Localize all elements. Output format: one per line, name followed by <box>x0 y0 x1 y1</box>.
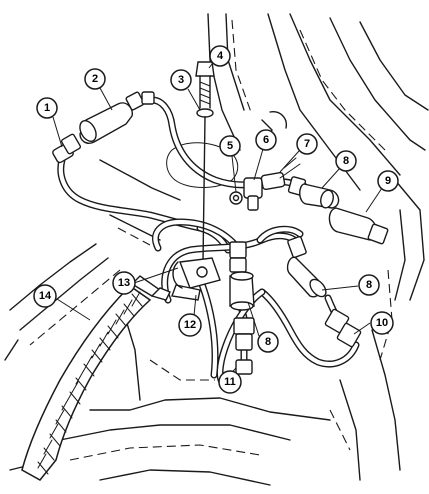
coupling-8-right <box>286 236 327 298</box>
callout-8-upper-label: 8 <box>343 155 349 167</box>
callout-14-label: 14 <box>39 290 52 302</box>
fitting-1 <box>52 133 82 164</box>
callout-6-label: 6 <box>263 134 269 146</box>
fitting-5 <box>229 191 243 205</box>
callout-7: 7 <box>296 133 318 155</box>
fitting-6 <box>243 177 263 211</box>
callout-7-label: 7 <box>304 138 310 150</box>
callout-13: 13 <box>112 271 136 295</box>
callout-5-label: 5 <box>227 140 233 152</box>
bolt-4 <box>195 61 215 109</box>
callout-1: 1 <box>36 97 58 119</box>
callout-4-label: 4 <box>217 50 224 62</box>
fitting-10 <box>324 308 362 348</box>
callout-12-label: 12 <box>184 319 196 331</box>
coupling-8-upper <box>287 176 340 209</box>
clamp-13 <box>172 261 183 289</box>
callout-10: 10 <box>370 311 394 335</box>
callout-12: 12 <box>178 313 202 337</box>
coupling-2 <box>79 91 155 144</box>
callout-14: 14 <box>33 284 57 308</box>
callout-3-label: 3 <box>178 74 184 86</box>
callout-3: 3 <box>170 69 192 91</box>
callout-8-center: 8 <box>257 331 279 353</box>
hose-lines <box>57 96 360 386</box>
callout-5: 5 <box>219 135 241 157</box>
callout-4: 4 <box>209 45 231 67</box>
callout-8-upper: 8 <box>335 150 357 172</box>
fittings <box>21 61 389 481</box>
coupling-9 <box>328 207 389 245</box>
callout-11: 11 <box>218 370 242 394</box>
braided-hose-14 <box>21 275 171 481</box>
callout-8-right-label: 8 <box>366 279 372 291</box>
callout-10-label: 10 <box>376 317 388 329</box>
vehicle-frame-outline <box>4 13 429 486</box>
callout-9-label: 9 <box>385 175 391 187</box>
callout-11-label: 11 <box>224 376 236 388</box>
callout-6: 6 <box>255 129 277 151</box>
callout-2: 2 <box>84 68 106 90</box>
callout-1-label: 1 <box>44 102 50 114</box>
washer-3 <box>196 108 214 118</box>
callout-2-label: 2 <box>92 73 98 85</box>
callout-8-right: 8 <box>358 274 380 296</box>
coupling-8-center <box>229 241 255 311</box>
callout-9: 9 <box>377 170 399 192</box>
bolt-shaft <box>202 116 206 263</box>
fitting-7 <box>260 157 301 191</box>
callout-8-center-label: 8 <box>265 336 271 348</box>
callout-13-label: 13 <box>118 277 130 289</box>
fitting-11 <box>233 317 255 375</box>
bracket-12 <box>171 257 221 301</box>
